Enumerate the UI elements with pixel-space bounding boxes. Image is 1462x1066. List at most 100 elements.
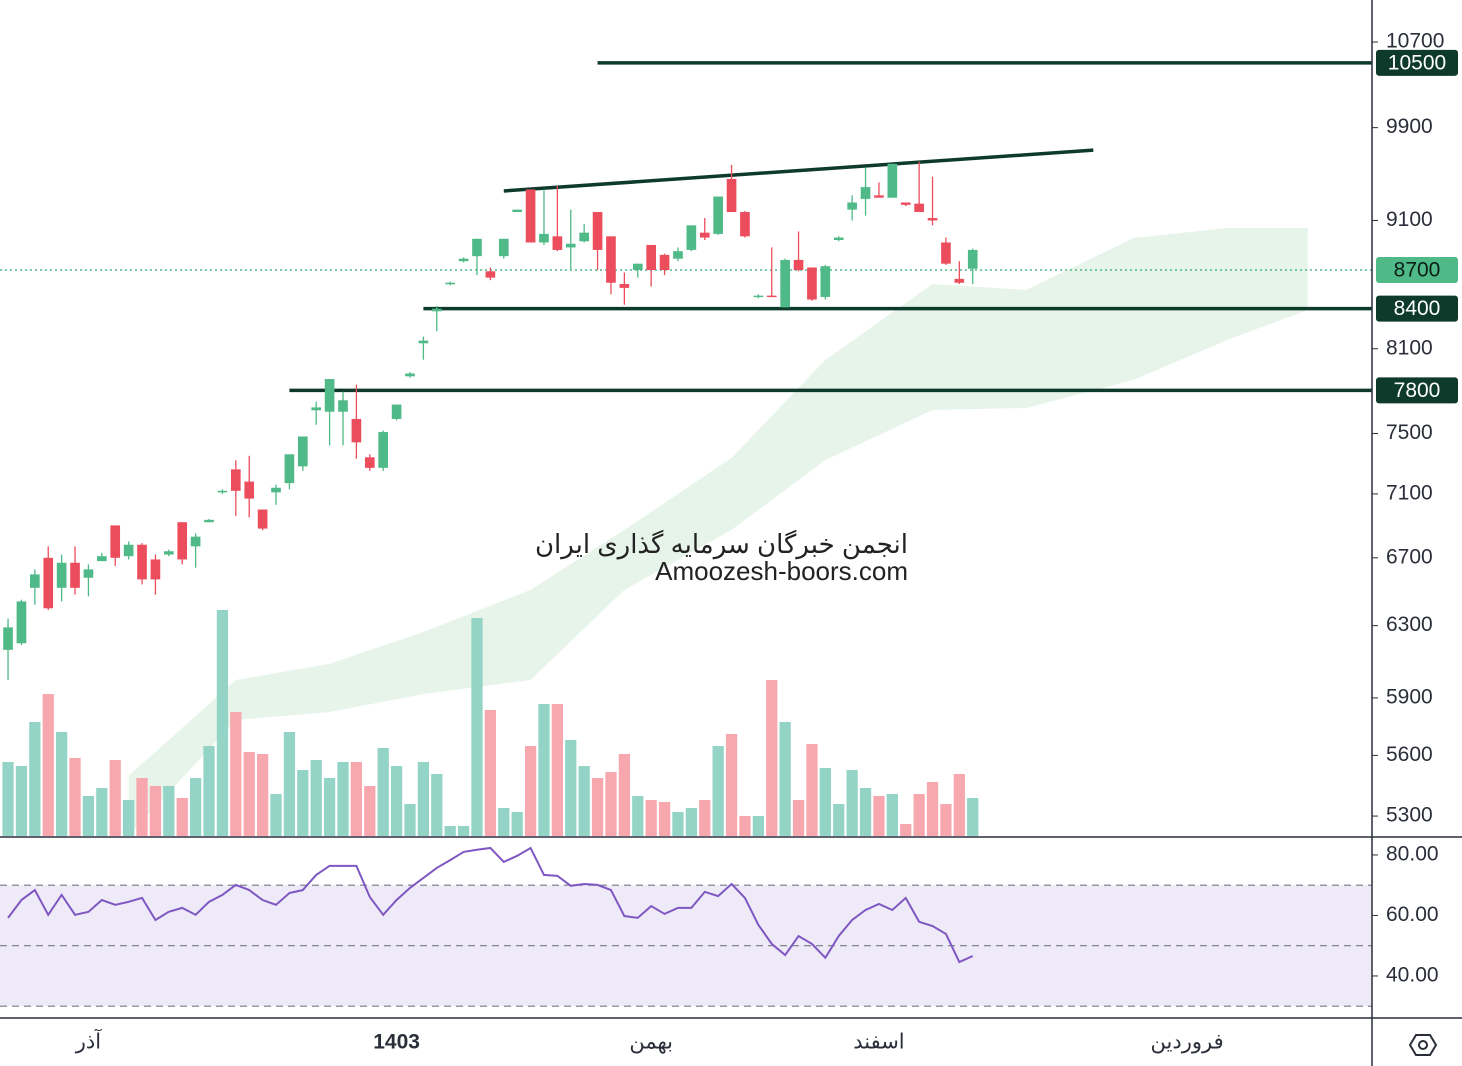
volume-bar <box>685 808 697 836</box>
candle-body <box>16 601 27 644</box>
volume-bar <box>967 798 979 836</box>
candle-body <box>807 267 817 300</box>
volume-bar <box>203 746 215 836</box>
candle-body <box>56 562 67 588</box>
volume-bar <box>886 794 898 836</box>
candle-body <box>753 295 764 298</box>
candle-body <box>941 242 951 264</box>
volume-bar <box>618 754 630 836</box>
volume-bar <box>672 812 684 836</box>
volume-bar <box>565 740 577 836</box>
volume-bar <box>216 610 229 836</box>
x-tick-label: بهمن <box>629 1031 673 1054</box>
candle-body <box>539 233 549 243</box>
candle-body <box>445 282 456 285</box>
volume-bar <box>792 800 805 836</box>
volume-bar <box>524 746 537 836</box>
candle-body <box>900 202 911 205</box>
candle-body <box>525 189 536 243</box>
candle-body <box>740 212 750 237</box>
volume-bar <box>457 826 470 836</box>
candle-body <box>927 218 938 221</box>
x-tick-label: اسفند <box>853 1031 904 1054</box>
candle-body <box>887 163 898 198</box>
cloud <box>128 228 1308 836</box>
candle-body <box>70 562 80 588</box>
candle-body <box>351 418 362 443</box>
volume-bar <box>109 760 121 836</box>
candle-body <box>472 238 482 257</box>
y-tick-label: 6300 <box>1386 613 1433 636</box>
rsi-tick-label: 60.00 <box>1386 903 1439 926</box>
candle-body <box>793 259 804 271</box>
candle-body <box>914 203 924 213</box>
candle-body <box>150 559 161 580</box>
volume-bar <box>926 782 939 836</box>
candle-body <box>512 209 523 213</box>
x-tick-label: 1403 <box>373 1031 420 1054</box>
settings-icon[interactable] <box>1408 1034 1438 1056</box>
candle-body <box>405 373 415 377</box>
candle-body <box>967 249 978 269</box>
candle-body <box>780 259 790 308</box>
volume-bar <box>645 800 657 836</box>
candle-body <box>954 278 965 283</box>
y-tick-label: 9100 <box>1386 208 1433 231</box>
volume-bar <box>900 824 912 836</box>
plot <box>0 61 1372 1007</box>
y-tick-label: 7500 <box>1386 421 1433 444</box>
candle-body <box>137 544 147 580</box>
volume-bar <box>752 816 764 836</box>
candle-body <box>860 187 871 199</box>
y-tick-label: 7100 <box>1386 481 1433 504</box>
volume-bar <box>739 816 751 836</box>
volume-bar <box>873 796 885 836</box>
candle-body <box>190 536 201 547</box>
volume-bar <box>940 804 952 836</box>
candle-body <box>579 232 589 242</box>
candle-body <box>97 556 107 562</box>
y-tick-label: 9900 <box>1386 115 1433 138</box>
volume-bar <box>243 752 255 836</box>
level-tag <box>1376 49 1458 76</box>
volume-bar <box>725 734 738 836</box>
candle-body <box>485 271 496 278</box>
candle-body <box>110 525 121 558</box>
volume-bar <box>136 778 148 836</box>
volume-bar <box>417 762 430 836</box>
watermark: انجمن خبرگان سرمایه گذاری ایران <box>535 529 908 560</box>
candle-body <box>726 178 737 213</box>
candle-body <box>659 254 670 271</box>
candle-body <box>686 225 697 250</box>
volume-bar <box>230 712 242 836</box>
volume-bar <box>29 722 41 836</box>
volume-bar <box>511 812 523 836</box>
level-label: 8400 <box>1394 297 1441 320</box>
candle-body <box>378 432 389 468</box>
candle-body <box>311 407 322 411</box>
y-tick-label: 5600 <box>1386 743 1433 766</box>
volume-bar <box>56 732 68 836</box>
volume-bar <box>538 704 550 836</box>
volume-bar <box>913 794 925 836</box>
volume-bar <box>323 778 336 836</box>
volume-bar <box>658 802 671 836</box>
candle-body <box>123 544 134 557</box>
volume-bar <box>498 808 510 836</box>
candle-body <box>297 436 308 467</box>
candle-body <box>619 284 630 288</box>
candle-body <box>552 236 563 250</box>
y-tick-label: 6700 <box>1386 545 1433 568</box>
candle-body <box>606 236 616 283</box>
candle-body <box>271 487 281 493</box>
candle-body <box>833 237 844 241</box>
volume-bar <box>283 732 296 836</box>
volume-bar <box>96 788 108 836</box>
candle-body <box>458 258 469 262</box>
candle-body <box>713 196 723 234</box>
volume-bar <box>297 770 309 836</box>
volume-bar <box>256 754 269 836</box>
volume-bar <box>484 710 497 836</box>
candle-body <box>3 627 13 650</box>
